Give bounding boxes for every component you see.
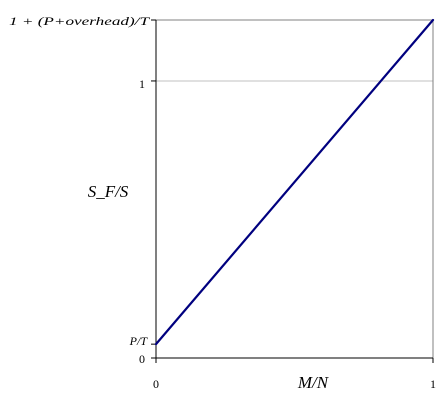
y-tick-label-pt: P/T bbox=[129, 334, 149, 348]
series-line-0 bbox=[154, 18, 435, 346]
y-tick-label-1: 1 bbox=[139, 77, 145, 91]
x-tick-label-0: 0 bbox=[153, 377, 159, 391]
y-tick-label-0: 0 bbox=[139, 352, 145, 366]
x-axis-label: M/N bbox=[297, 373, 330, 392]
y-axis-label: S_F/S bbox=[88, 182, 129, 201]
tick-marks bbox=[151, 19, 434, 363]
y-tick-label-max: 1 + (P+overhead)/T bbox=[9, 14, 151, 28]
plot-frame bbox=[155, 19, 434, 359]
series-group bbox=[154, 18, 435, 346]
x-tick-label-1: 1 bbox=[430, 377, 436, 391]
